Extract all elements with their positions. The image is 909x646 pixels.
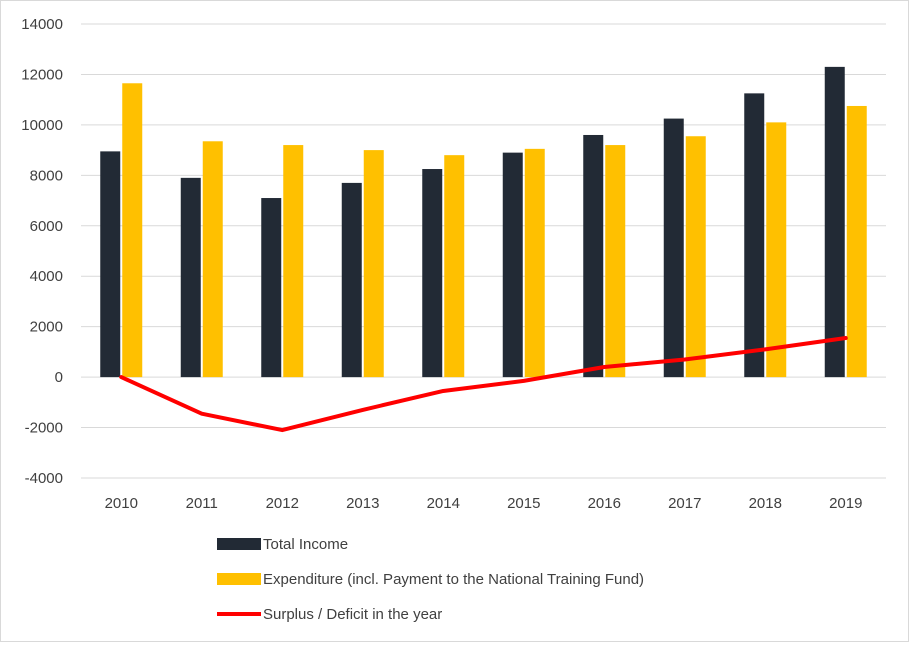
y-tick-label: 2000	[30, 319, 63, 336]
expenditure-bar	[444, 155, 464, 377]
bars	[100, 67, 867, 377]
income-bar	[100, 151, 120, 377]
y-tick-label: 8000	[30, 167, 63, 184]
x-tick-label: 2016	[588, 495, 621, 512]
y-tick-label: 12000	[21, 66, 63, 83]
x-axis-ticks: 2010 2011 2012 2013 2014 2015 2016 2017 2018 2019	[105, 495, 863, 512]
expenditure-bar	[203, 141, 223, 377]
x-tick-label: 2014	[427, 495, 460, 512]
y-tick-label: -2000	[25, 420, 63, 437]
y-axis-ticks: 14000 12000 10000 8000 6000 4000 2000 0 -2000 -40…	[21, 16, 63, 487]
surplus-deficit-line	[121, 338, 846, 430]
expenditure-bar	[686, 136, 706, 377]
legend-swatch-expenditure	[217, 573, 261, 585]
income-bar	[583, 135, 603, 377]
legend-label: Surplus / Deficit in the year	[263, 606, 442, 623]
x-tick-label: 2017	[668, 495, 701, 512]
expenditure-bar	[847, 106, 867, 377]
y-tick-label: -4000	[25, 470, 63, 487]
legend-label: Total Income	[263, 536, 348, 553]
y-tick-label: 14000	[21, 16, 63, 33]
income-bar	[181, 178, 201, 377]
y-tick-label: 6000	[30, 218, 63, 235]
income-bar	[825, 67, 845, 377]
gridlines	[81, 24, 886, 478]
income-bar	[261, 198, 281, 377]
x-tick-label: 2019	[829, 495, 862, 512]
x-tick-label: 2012	[266, 495, 299, 512]
surplus-line	[121, 338, 846, 430]
expenditure-bar	[283, 145, 303, 377]
expenditure-bar	[525, 149, 545, 377]
income-bar	[342, 183, 362, 377]
expenditure-bar	[605, 145, 625, 377]
x-tick-label: 2015	[507, 495, 540, 512]
legend-label: Expenditure (incl. Payment to the Nation…	[263, 571, 644, 588]
y-tick-label: 10000	[21, 117, 63, 134]
income-bar	[422, 169, 442, 377]
expenditure-bar	[766, 122, 786, 377]
y-tick-label: 0	[55, 369, 63, 386]
y-tick-label: 4000	[30, 268, 63, 285]
x-tick-label: 2013	[346, 495, 379, 512]
x-tick-label: 2010	[105, 495, 138, 512]
income-bar	[744, 93, 764, 377]
income-bar	[664, 119, 684, 378]
legend: Total Income Expenditure (incl. Payment t…	[217, 536, 644, 623]
x-tick-label: 2018	[749, 495, 782, 512]
expenditure-bar	[122, 83, 142, 377]
legend-swatch-income	[217, 538, 261, 550]
expenditure-bar	[364, 150, 384, 377]
income-bar	[503, 153, 523, 377]
x-tick-label: 2011	[186, 495, 218, 512]
